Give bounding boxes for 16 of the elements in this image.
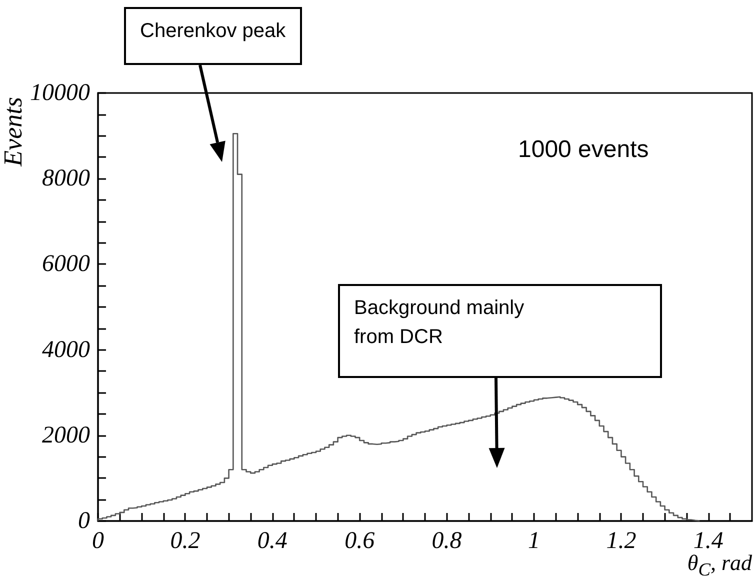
x-tick-label: 0.8 (432, 528, 462, 554)
x-tick-label: 0.6 (344, 528, 375, 554)
y-tick-label: 4000 (42, 336, 90, 363)
y-tick-label: 8000 (42, 166, 90, 192)
x-tick-label: 0.4 (257, 528, 288, 554)
callout-box: Cherenkov peak (124, 7, 302, 65)
x-tick-label: 0.2 (170, 528, 200, 554)
y-tick-label: 0 (78, 508, 90, 534)
y-tick-label: 6000 (42, 251, 90, 278)
y-tick-label: 2000 (42, 422, 90, 448)
y-tick-label: 10000 (30, 80, 90, 106)
y-axis-title: Events (0, 97, 28, 168)
x-tick-label: 1.2 (606, 528, 636, 554)
x-tick-label: 1 (528, 528, 540, 554)
annotation: 1000 events (518, 136, 649, 164)
callout-box: Background mainly from DCR (338, 284, 662, 378)
